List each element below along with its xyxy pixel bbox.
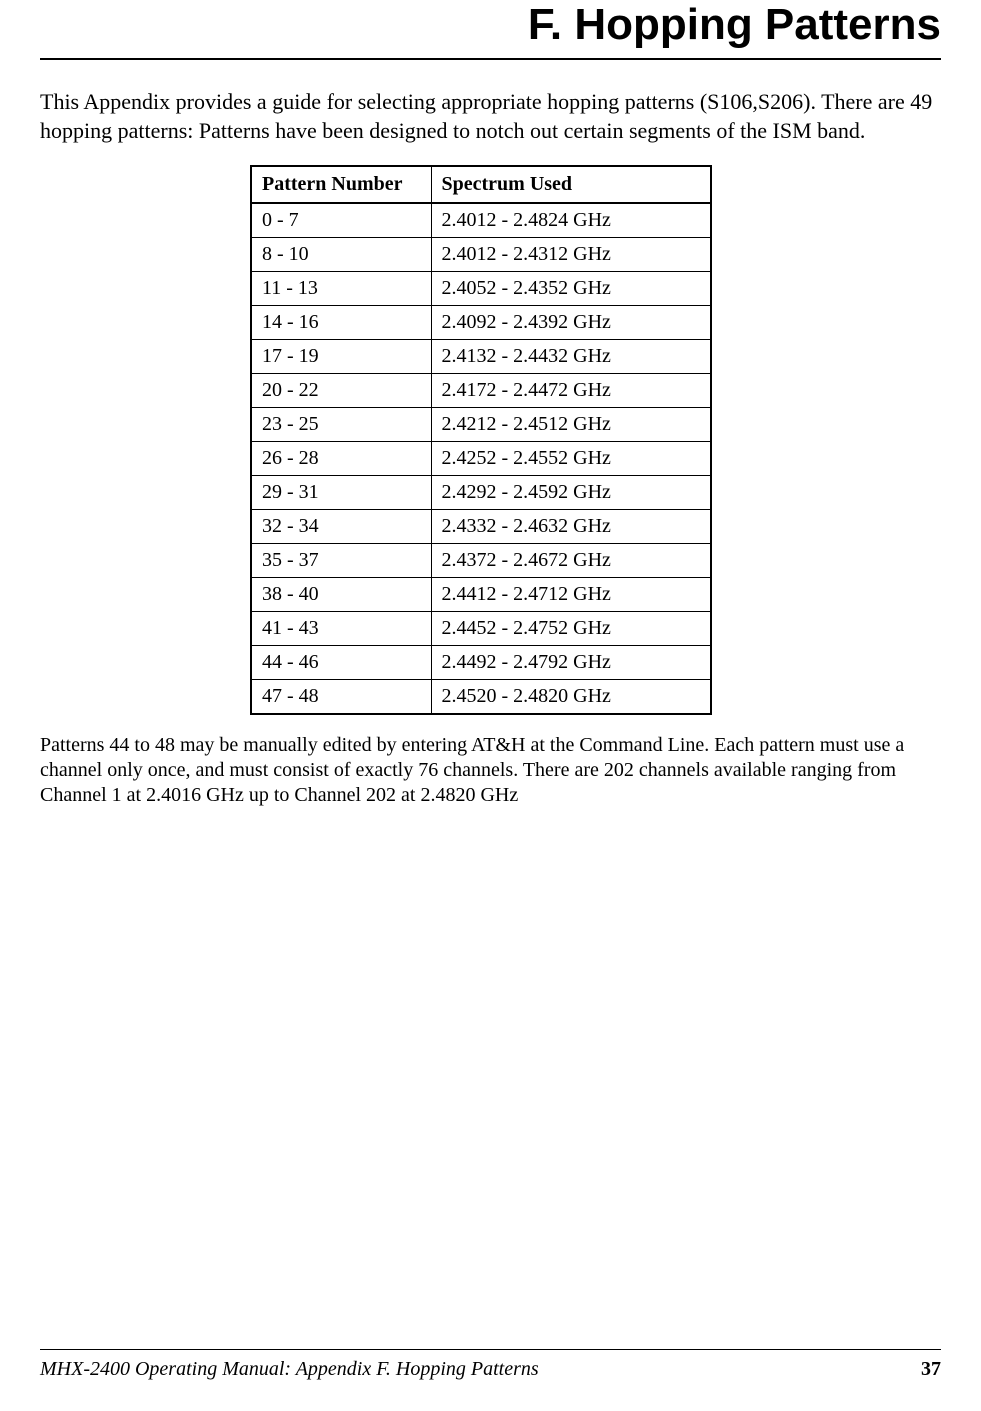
table-cell-pattern: 44 - 46 (251, 646, 431, 680)
page-title: F. Hopping Patterns (40, 0, 941, 58)
table-cell-spectrum: 2.4292 - 2.4592 GHz (431, 476, 711, 510)
table-cell-pattern: 26 - 28 (251, 442, 431, 476)
page-footer: MHX-2400 Operating Manual: Appendix F. H… (40, 1349, 941, 1381)
table-row: 38 - 40 2.4412 - 2.4712 GHz (251, 578, 711, 612)
table-cell-spectrum: 2.4172 - 2.4472 GHz (431, 374, 711, 408)
footer-content: MHX-2400 Operating Manual: Appendix F. H… (40, 1358, 941, 1381)
footer-page-number: 37 (921, 1358, 941, 1381)
table-row: 32 - 34 2.4332 - 2.4632 GHz (251, 510, 711, 544)
table-header-row: Pattern Number Spectrum Used (251, 166, 711, 203)
intro-paragraph: This Appendix provides a guide for selec… (40, 88, 941, 145)
footer-manual-title: MHX-2400 Operating Manual: Appendix F. H… (40, 1358, 539, 1381)
table-cell-pattern: 0 - 7 (251, 203, 431, 238)
table-cell-pattern: 17 - 19 (251, 340, 431, 374)
table-cell-spectrum: 2.4332 - 2.4632 GHz (431, 510, 711, 544)
table-cell-spectrum: 2.4492 - 2.4792 GHz (431, 646, 711, 680)
table-row: 11 - 13 2.4052 - 2.4352 GHz (251, 272, 711, 306)
table-row: 41 - 43 2.4452 - 2.4752 GHz (251, 612, 711, 646)
table-cell-pattern: 23 - 25 (251, 408, 431, 442)
table-cell-spectrum: 2.4012 - 2.4312 GHz (431, 238, 711, 272)
table-row: 29 - 31 2.4292 - 2.4592 GHz (251, 476, 711, 510)
table-cell-pattern: 32 - 34 (251, 510, 431, 544)
footer-line (40, 1349, 941, 1350)
table-cell-spectrum: 2.4092 - 2.4392 GHz (431, 306, 711, 340)
table-row: 26 - 28 2.4252 - 2.4552 GHz (251, 442, 711, 476)
table-cell-spectrum: 2.4252 - 2.4552 GHz (431, 442, 711, 476)
table-cell-spectrum: 2.4052 - 2.4352 GHz (431, 272, 711, 306)
table-cell-spectrum: 2.4452 - 2.4752 GHz (431, 612, 711, 646)
pattern-table: Pattern Number Spectrum Used 0 - 7 2.401… (250, 165, 712, 715)
table-cell-spectrum: 2.4212 - 2.4512 GHz (431, 408, 711, 442)
table-cell-pattern: 38 - 40 (251, 578, 431, 612)
table-cell-pattern: 8 - 10 (251, 238, 431, 272)
table-cell-pattern: 35 - 37 (251, 544, 431, 578)
table-cell-pattern: 11 - 13 (251, 272, 431, 306)
notes-paragraph: Patterns 44 to 48 may be manually edited… (40, 733, 941, 808)
table-cell-spectrum: 2.4412 - 2.4712 GHz (431, 578, 711, 612)
table-row: 47 - 48 2.4520 - 2.4820 GHz (251, 680, 711, 715)
table-row: 0 - 7 2.4012 - 2.4824 GHz (251, 203, 711, 238)
table-header-spectrum: Spectrum Used (431, 166, 711, 203)
table-cell-spectrum: 2.4372 - 2.4672 GHz (431, 544, 711, 578)
table-row: 44 - 46 2.4492 - 2.4792 GHz (251, 646, 711, 680)
table-header-pattern: Pattern Number (251, 166, 431, 203)
table-cell-pattern: 14 - 16 (251, 306, 431, 340)
table-cell-pattern: 47 - 48 (251, 680, 431, 715)
table-row: 14 - 16 2.4092 - 2.4392 GHz (251, 306, 711, 340)
table-cell-pattern: 41 - 43 (251, 612, 431, 646)
table-cell-pattern: 29 - 31 (251, 476, 431, 510)
table-cell-spectrum: 2.4520 - 2.4820 GHz (431, 680, 711, 715)
table-row: 23 - 25 2.4212 - 2.4512 GHz (251, 408, 711, 442)
table-row: 20 - 22 2.4172 - 2.4472 GHz (251, 374, 711, 408)
title-underline (40, 58, 941, 60)
table-cell-spectrum: 2.4132 - 2.4432 GHz (431, 340, 711, 374)
table-row: 17 - 19 2.4132 - 2.4432 GHz (251, 340, 711, 374)
table-row: 35 - 37 2.4372 - 2.4672 GHz (251, 544, 711, 578)
table-cell-spectrum: 2.4012 - 2.4824 GHz (431, 203, 711, 238)
table-row: 8 - 10 2.4012 - 2.4312 GHz (251, 238, 711, 272)
table-cell-pattern: 20 - 22 (251, 374, 431, 408)
